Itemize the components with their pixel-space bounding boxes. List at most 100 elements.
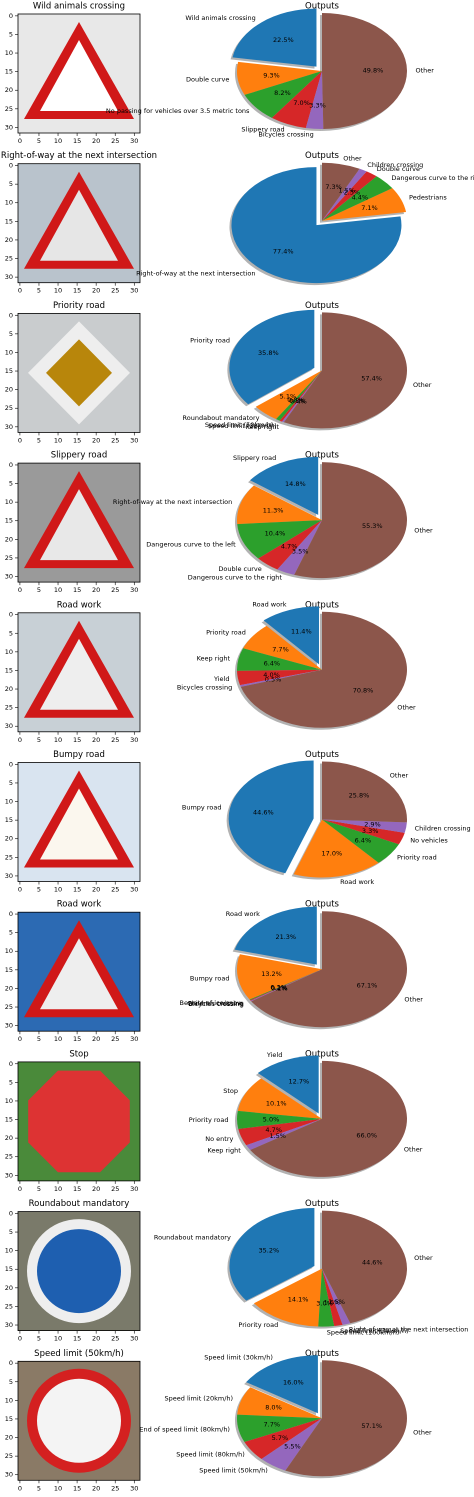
- x-tick-label: 20: [92, 137, 100, 145]
- y-tick-label: 30: [5, 123, 13, 131]
- x-tick-label: 0: [18, 586, 22, 594]
- pie-wedge: [237, 954, 322, 1000]
- pie-wedge: [237, 1387, 322, 1419]
- x-tick-label: 25: [111, 736, 119, 744]
- value-label: 57.4%: [361, 374, 382, 382]
- wedge-label: Other: [414, 527, 433, 535]
- y-tick-label: 5: [9, 1078, 13, 1086]
- wedge-label: Roundabout mandatory: [154, 1233, 231, 1241]
- pie-wedge: [237, 648, 322, 671]
- wedge-label: End of speed limit (80km/h): [139, 1426, 230, 1434]
- pie-wedge: [246, 1118, 322, 1150]
- pie-wedge: [322, 168, 367, 221]
- wedge-label: Yield: [266, 1051, 282, 1059]
- x-tick-label: 15: [73, 1185, 81, 1193]
- sign-face: [37, 1229, 121, 1314]
- value-label: 0.5%: [265, 676, 282, 684]
- y-tick-label: 5: [9, 629, 13, 637]
- image-panel: Stop 0 5 10 15 20 25 30 0 5 10 15 20 25 30: [5, 1049, 141, 1193]
- wedge-label: Dangerous curve to the left: [146, 541, 236, 549]
- pie-wedge: [281, 370, 322, 423]
- pie-wedge: [228, 760, 314, 874]
- chart-title: Outputs: [305, 1049, 340, 1059]
- x-tick-label: 0: [18, 287, 22, 295]
- wedge-label: Other: [397, 704, 416, 712]
- wedge-label: Roundabout mandatory: [183, 414, 260, 422]
- value-label: 0.5%: [289, 397, 306, 405]
- axes-frame: [17, 1061, 141, 1182]
- y-tick-label: 20: [5, 984, 13, 992]
- pie-wedge: [322, 761, 407, 823]
- chart-title: Outputs: [305, 2, 340, 12]
- x-tick-label: 0: [18, 1035, 22, 1043]
- sign-face: [28, 1070, 130, 1173]
- y-tick-label: 5: [9, 929, 13, 937]
- y-tick-label: 20: [5, 236, 13, 244]
- axes-frame: [17, 13, 141, 134]
- pie-wedge: [279, 370, 322, 422]
- y-tick-label: 20: [5, 535, 13, 543]
- value-label: 5.7%: [272, 1434, 289, 1442]
- pie-wedge: [293, 819, 379, 878]
- y-tick-label: 15: [5, 966, 13, 974]
- y-tick-label: 0: [9, 1359, 13, 1367]
- wedge-label: Pedestrians: [409, 193, 447, 201]
- wedge-label: Keep right: [207, 1147, 241, 1155]
- x-tick-label: 5: [37, 886, 41, 894]
- wedge-label: Slippery road: [241, 125, 284, 133]
- pie-chart: Outputs 22.5% Wild animals crossing 9.3% Dou…: [106, 2, 434, 139]
- x-tick-label: 30: [130, 586, 138, 594]
- value-label: 16.0%: [283, 1379, 304, 1387]
- x-tick-label: 0: [18, 736, 22, 744]
- wedge-label: Double curve: [186, 75, 229, 83]
- value-label: 66.0%: [356, 1132, 377, 1140]
- value-label: 21.3%: [275, 933, 296, 941]
- x-tick-label: 10: [54, 1035, 62, 1043]
- y-tick-label: 0: [9, 162, 13, 170]
- y-tick-label: 10: [5, 1247, 13, 1255]
- x-tick-label: 30: [130, 1185, 138, 1193]
- pie-wedge: [322, 1268, 343, 1326]
- value-label: 57.1%: [361, 1422, 382, 1430]
- pie-chart: Outputs 11.4% Road work 7.7% Priority road 6.…: [177, 600, 416, 730]
- y-tick-label: 30: [5, 872, 13, 880]
- value-label: 7.7%: [272, 646, 289, 654]
- pie-wedge: [294, 462, 408, 579]
- value-label: 4.7%: [281, 543, 298, 551]
- value-label: 35.8%: [258, 349, 279, 357]
- x-tick-label: 5: [37, 1035, 41, 1043]
- y-tick-label: 25: [5, 1302, 13, 1310]
- x-tick-label: 10: [54, 1484, 62, 1492]
- y-tick-label: 25: [5, 105, 13, 113]
- wedge-label: Children crossing: [367, 161, 423, 169]
- sign-face: [40, 489, 118, 561]
- x-tick-label: 25: [111, 137, 119, 145]
- panel-title: Wild animals crossing: [33, 2, 125, 12]
- wedge-label: Bumpy road: [182, 804, 222, 812]
- x-tick-label: 25: [111, 287, 119, 295]
- pie-wedge: [322, 171, 377, 221]
- sign-face: [40, 189, 118, 261]
- panel-title: Road work: [57, 900, 102, 910]
- value-label: 25.8%: [349, 792, 370, 800]
- panel-title: Bumpy road: [53, 750, 105, 760]
- y-tick-label: 0: [9, 910, 13, 918]
- y-tick-label: 0: [9, 611, 13, 619]
- y-tick-label: 5: [9, 1228, 13, 1236]
- value-label: 3.3%: [362, 827, 379, 835]
- pie-wedge: [246, 1355, 318, 1414]
- pie-wedge: [322, 819, 407, 833]
- value-label: 0.2%: [270, 984, 287, 992]
- pie-wedge: [257, 1055, 319, 1114]
- wedge-label: Speed limit (30km/h): [208, 422, 277, 430]
- wedge-label: Other: [343, 155, 362, 163]
- value-label: 0.2%: [271, 984, 288, 992]
- value-label: 4.7%: [265, 1126, 282, 1134]
- value-label: 0.8%: [287, 396, 304, 404]
- y-tick-label: 15: [5, 816, 13, 824]
- chart-title: Outputs: [305, 451, 340, 461]
- pie-wedge: [229, 309, 315, 405]
- x-tick-label: 20: [92, 1035, 100, 1043]
- value-label: 1.5%: [269, 1132, 286, 1140]
- wedge-label: Stop: [223, 1087, 238, 1095]
